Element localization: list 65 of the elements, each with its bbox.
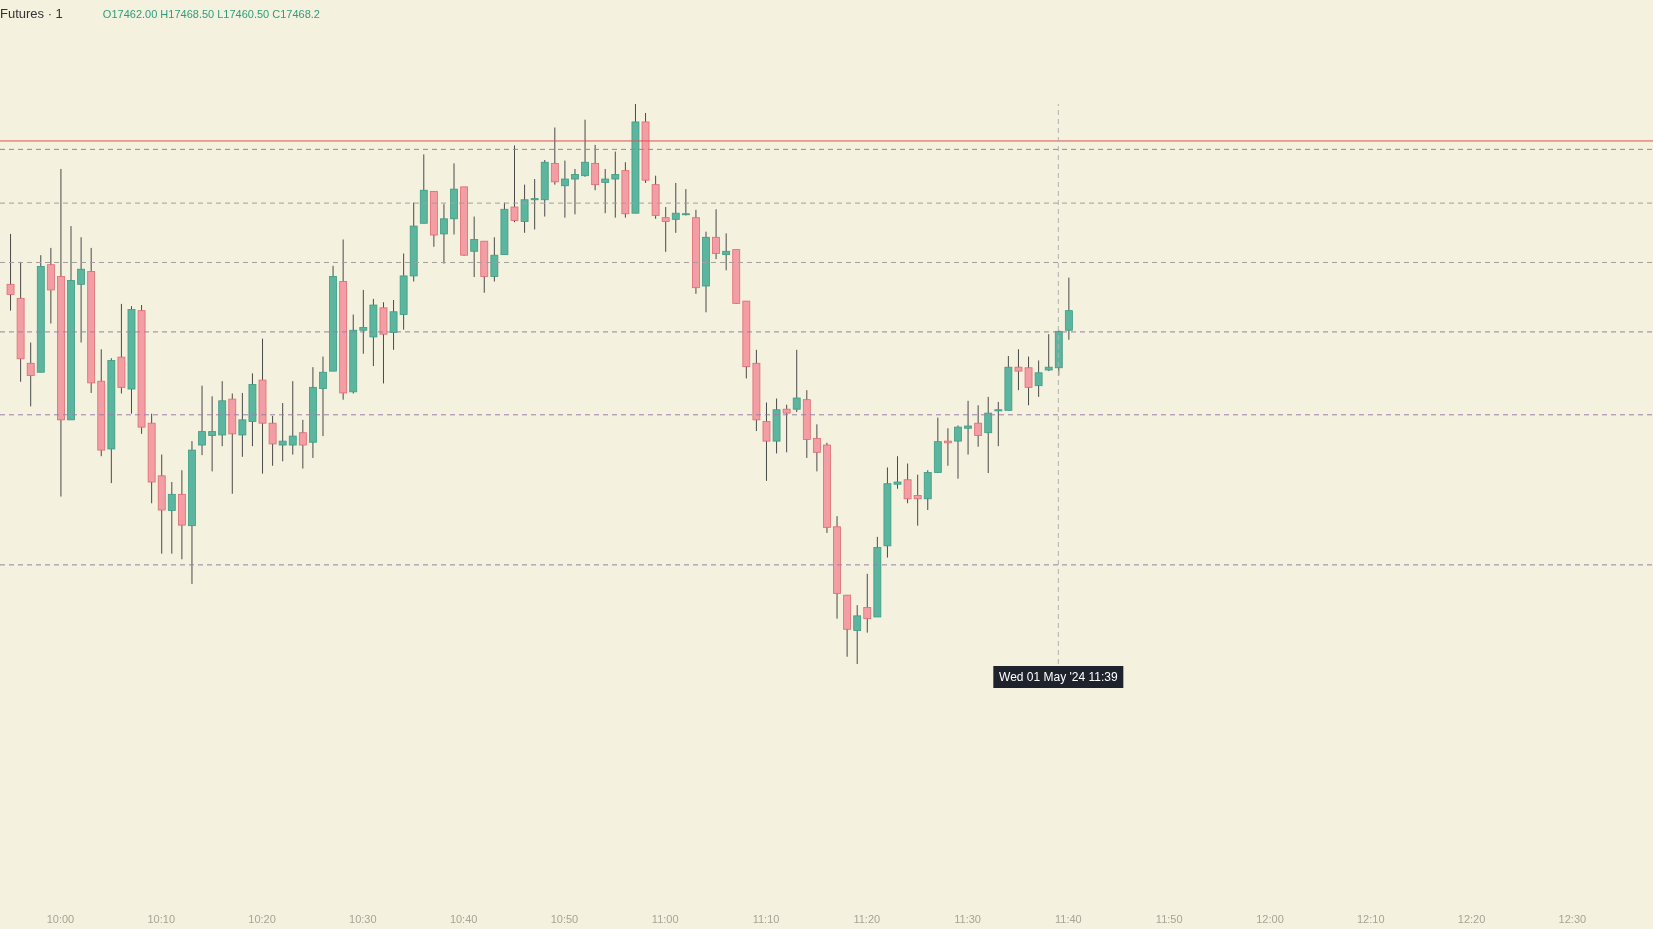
candlestick	[1044, 333, 1053, 372]
x-tick-label: 10:50	[550, 913, 579, 925]
candlestick	[984, 396, 993, 474]
candlestick	[167, 481, 176, 555]
candlestick	[671, 182, 680, 234]
candlestick	[470, 216, 479, 278]
candlestick	[853, 604, 862, 664]
candlestick	[198, 385, 206, 456]
candlestick	[77, 236, 85, 344]
candlestick	[278, 402, 287, 462]
x-tick-label: 11:30	[954, 913, 981, 925]
candlestick	[520, 184, 529, 234]
candlestick	[319, 356, 327, 437]
x-tick-label: 11:20	[853, 913, 881, 925]
x-tick-label: 12:10	[1357, 913, 1385, 925]
candlestick	[994, 401, 1003, 447]
x-tick-label: 10:10	[147, 913, 176, 925]
candlestick	[903, 463, 912, 504]
candlestick	[591, 144, 600, 191]
candlestick	[762, 401, 771, 482]
ref-line-label: Wed 01 May '24 11:39	[999, 670, 1118, 684]
x-tick-label: 12:20	[1457, 913, 1486, 925]
x-tick-label: 10:20	[248, 913, 276, 925]
candlestick	[298, 419, 307, 470]
candlestick	[954, 424, 962, 480]
candlestick	[581, 119, 589, 178]
candlestick	[26, 342, 35, 407]
chart-subtitle: O17462.00 H17468.50 L17460.50 C17468.2	[102, 8, 320, 20]
candlestick	[782, 404, 791, 453]
candlestick	[611, 151, 620, 219]
candlestick	[1064, 277, 1073, 341]
candlestick	[6, 233, 15, 312]
candlestick	[550, 127, 559, 186]
candlestick	[913, 474, 922, 527]
x-tick-label: 10:00	[46, 913, 75, 925]
x-tick-label: 10:40	[449, 913, 478, 925]
chart-title: Futures · 1	[0, 6, 63, 21]
candlestick	[601, 168, 610, 214]
candlestick	[792, 349, 801, 413]
candlestick	[561, 160, 569, 219]
candlestick	[944, 427, 952, 467]
candlestick	[208, 395, 217, 472]
x-tick-label: 10:30	[349, 913, 377, 925]
candlestick	[510, 144, 519, 223]
candlestick	[812, 423, 821, 472]
candlestick	[530, 178, 539, 230]
x-tick-label: 11:10	[752, 913, 780, 925]
x-tick-label: 12:30	[1558, 913, 1587, 925]
x-tick-label: 11:40	[1055, 913, 1082, 925]
candlestick	[288, 380, 297, 456]
candlestick	[490, 236, 499, 283]
x-tick-label: 11:50	[1155, 913, 1183, 925]
candlestick	[974, 404, 983, 448]
candlestick	[964, 400, 972, 456]
candlestick	[661, 206, 670, 253]
candlestick	[681, 188, 690, 216]
candlestick	[722, 232, 731, 271]
x-tick-label: 12:00	[1256, 913, 1284, 925]
candlestick	[571, 168, 579, 215]
candlestick	[1034, 359, 1043, 398]
candlestick	[359, 289, 368, 355]
candlestick	[440, 203, 448, 265]
candlestick	[712, 208, 720, 260]
x-tick-label: 11:00	[651, 913, 679, 925]
candlestick	[863, 573, 872, 634]
